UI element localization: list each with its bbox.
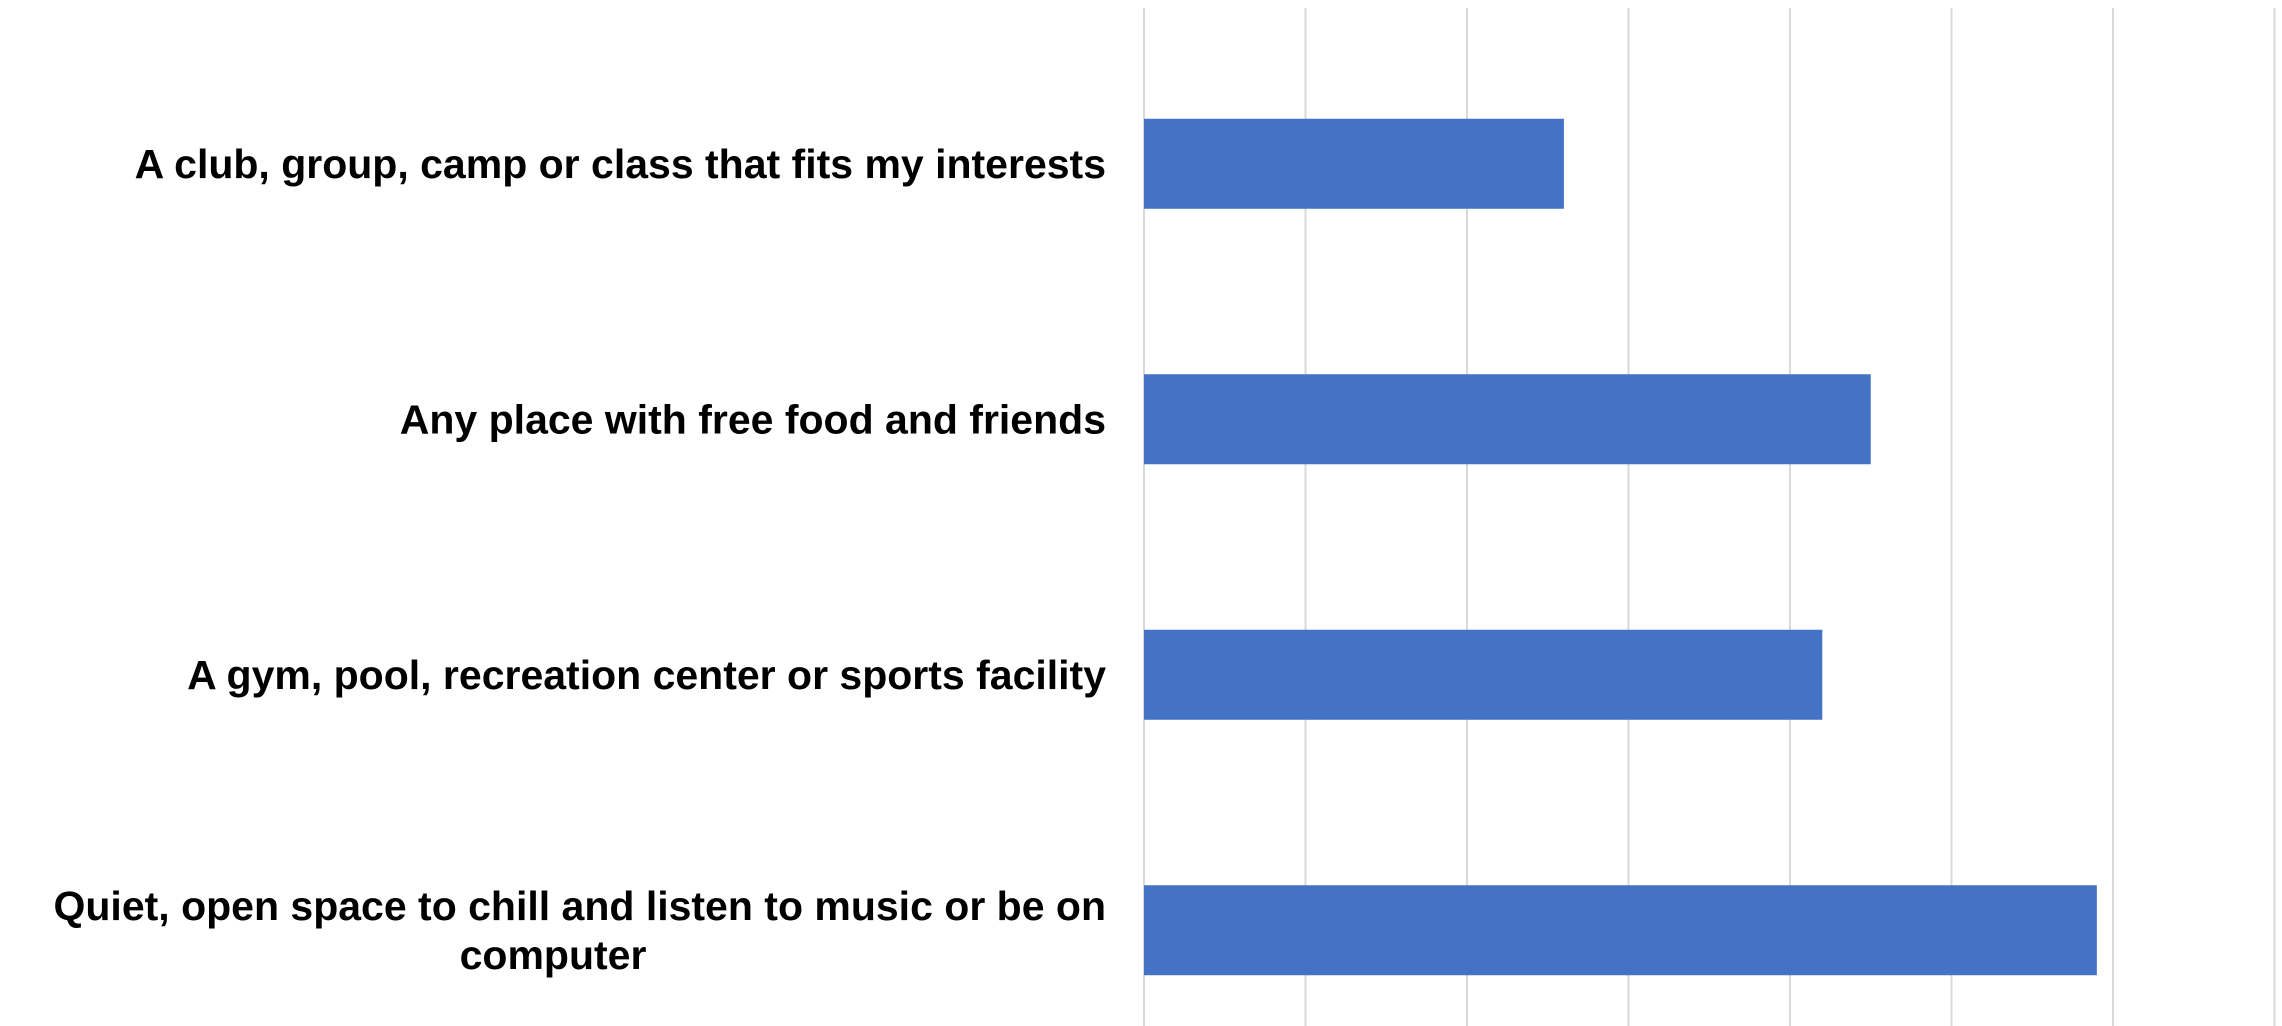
category-labels: A club, group, camp or class that fits m… (54, 141, 1107, 978)
bar (1144, 374, 1871, 465)
bar (1144, 629, 1823, 720)
bar (1144, 118, 1564, 209)
category-label: Quiet, open space to chill and listen to… (54, 883, 1107, 978)
category-label: Any place with free food and friends (400, 396, 1106, 442)
category-label-line: Quiet, open space to chill and listen to… (54, 883, 1107, 929)
category-label: A club, group, camp or class that fits m… (135, 141, 1106, 187)
bars (1144, 118, 2097, 976)
category-label: A gym, pool, recreation center or sports… (187, 652, 1106, 698)
bar (1144, 885, 2097, 976)
category-label-line: computer (460, 932, 647, 978)
